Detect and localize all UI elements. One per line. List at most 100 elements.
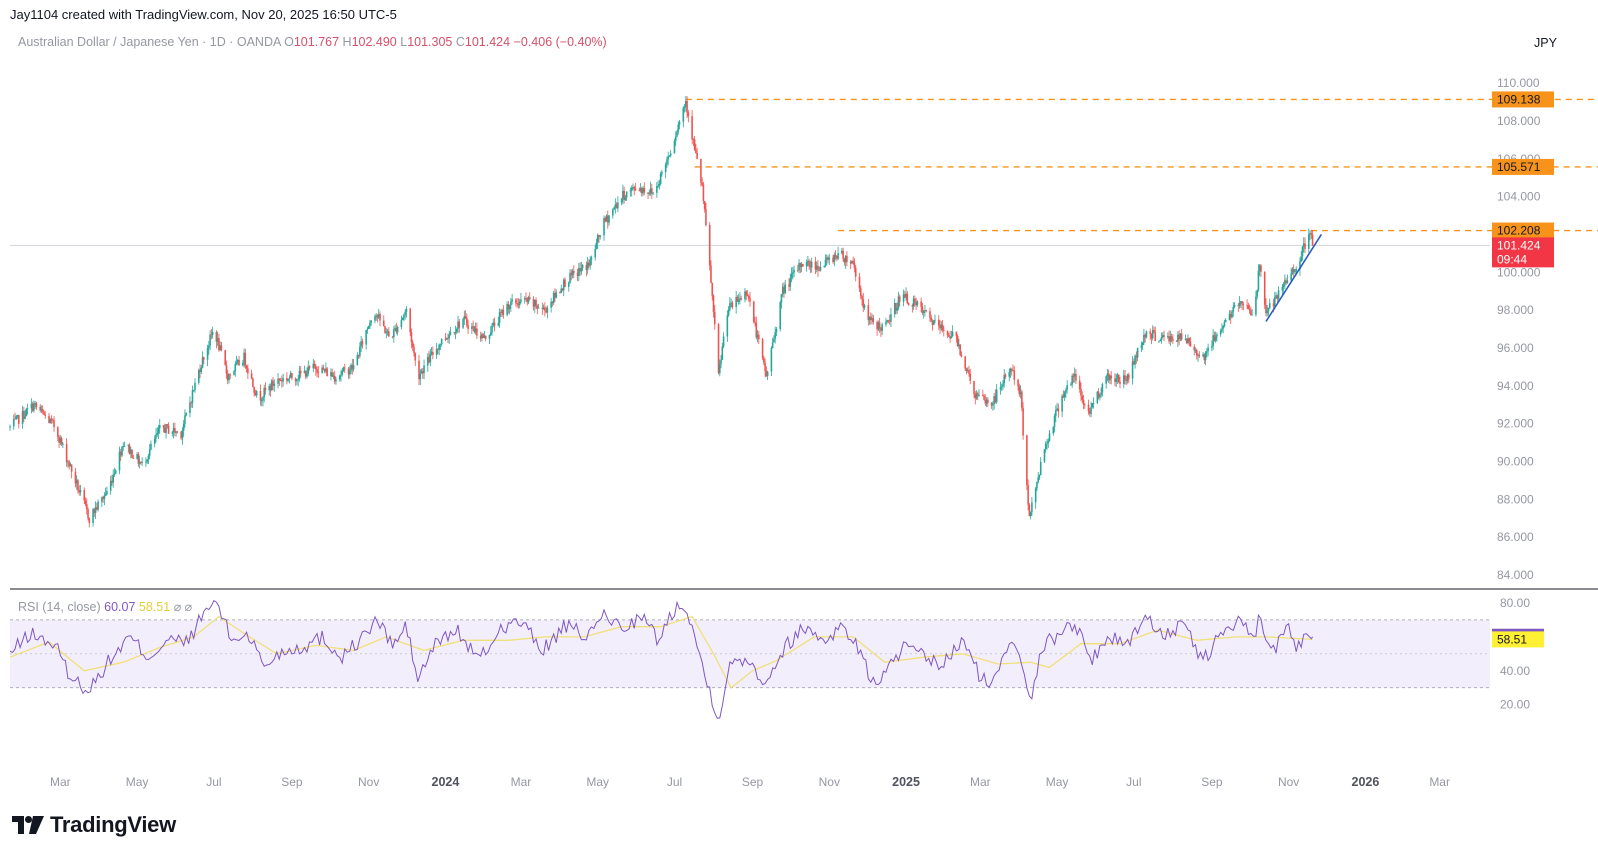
candle-body: [421, 370, 424, 374]
candle-body: [235, 362, 238, 365]
candle-body: [1213, 335, 1216, 341]
candle-body: [26, 408, 29, 410]
trendline-layer[interactable]: [1265, 234, 1323, 322]
candle-body: [23, 411, 25, 419]
candle-body: [1099, 395, 1101, 398]
candle-body: [395, 327, 398, 333]
candle-body: [75, 480, 78, 484]
candle-body: [200, 367, 203, 372]
candle-body: [652, 192, 654, 194]
candle-body: [109, 480, 112, 491]
candle-body: [41, 409, 44, 412]
candle-body: [1022, 407, 1024, 436]
symbol-legend[interactable]: Australian Dollar / Japanese Yen · 1D · …: [18, 35, 607, 49]
candle-body: [863, 305, 866, 308]
rsi-axis-tick: 20.00: [1500, 698, 1530, 712]
candle-body: [158, 425, 161, 429]
candle-body: [1018, 386, 1021, 395]
candle-body: [526, 298, 529, 303]
candle-body: [588, 262, 590, 266]
candle-body: [1082, 399, 1085, 405]
candle-body: [136, 454, 138, 459]
candle-body: [1260, 265, 1262, 272]
candle-body: [1222, 326, 1224, 329]
candle-body: [1124, 375, 1126, 380]
candle-body: [101, 497, 103, 502]
candle-body: [658, 184, 661, 186]
candle-body: [411, 342, 414, 347]
candle-body: [1238, 302, 1241, 306]
candle-body: [730, 302, 732, 304]
candle-body: [489, 332, 492, 335]
candle-body: [878, 322, 881, 329]
price-axis-tick: 92.000: [1497, 417, 1534, 431]
candle-body: [606, 215, 609, 223]
candle-body: [731, 302, 734, 308]
candle-body: [1187, 338, 1189, 344]
candle-body: [571, 270, 574, 276]
candle-body: [1144, 334, 1146, 338]
candle-body: [542, 307, 545, 310]
candle-body: [1266, 310, 1269, 314]
candle-body: [404, 312, 406, 315]
candle-body: [851, 260, 853, 264]
candle-body: [1055, 410, 1057, 416]
time-axis[interactable]: Mar May Jul Sep Nov 2024 Mar May Jul Sep Nov 2025 Ma…: [50, 775, 1450, 789]
candle-body: [1194, 350, 1197, 351]
candle-body: [146, 459, 148, 463]
rsi-extra: ⌀ ⌀: [173, 600, 193, 614]
candle-body: [1202, 354, 1204, 357]
candle-body: [420, 370, 423, 374]
candle-body: [965, 368, 968, 372]
candle-body: [242, 363, 244, 366]
horizontal-levels[interactable]: [10, 98, 1598, 246]
rsi-axis-tick: 40.00: [1500, 664, 1530, 678]
rsi-legend[interactable]: RSI (14, close) 60.07 58.51 ⌀ ⌀: [18, 599, 192, 614]
candle-body: [58, 436, 60, 443]
tradingview-logo[interactable]: TradingView: [12, 812, 176, 838]
candle-body: [560, 288, 563, 293]
candle-body: [535, 299, 537, 307]
candle-body: [1115, 378, 1118, 382]
candle-body: [123, 446, 126, 447]
candle-body: [1277, 290, 1280, 299]
candle-body: [693, 139, 696, 150]
candle-body: [236, 359, 239, 363]
candle-body: [1168, 336, 1170, 342]
candle-body: [413, 346, 415, 354]
candle-body: [88, 518, 91, 523]
currency-label[interactable]: JPY: [1534, 36, 1557, 50]
candle-body: [219, 345, 221, 350]
candle-body: [333, 375, 336, 382]
candle-body: [1013, 370, 1016, 380]
candle-body: [920, 301, 922, 307]
candle-body: [163, 427, 166, 433]
candle-body: [1212, 335, 1214, 346]
candle-body: [756, 334, 759, 338]
candle-body: [35, 403, 38, 407]
candle-body: [1300, 256, 1303, 262]
rsi-axis-tick: 80.00: [1500, 596, 1530, 610]
candle-body: [1028, 504, 1031, 517]
candle-body: [763, 357, 765, 363]
candle-body: [104, 494, 107, 496]
candle-body: [877, 322, 880, 330]
candle-body: [1276, 295, 1279, 299]
candle-body: [527, 297, 530, 303]
candle-body: [277, 378, 279, 384]
candle-body: [414, 353, 417, 361]
candle-body: [1057, 408, 1060, 412]
candle-body: [824, 259, 827, 266]
candle-body: [34, 403, 36, 404]
candle-body: [578, 268, 580, 277]
candle-body: [802, 263, 804, 267]
candle-body: [615, 204, 618, 209]
candle-body: [678, 121, 681, 125]
candle-body: [1240, 301, 1242, 303]
candle-body: [537, 307, 540, 309]
candle-body: [984, 399, 987, 404]
candle-body: [960, 354, 963, 357]
candle-body: [914, 298, 916, 302]
candle-body: [391, 336, 394, 338]
